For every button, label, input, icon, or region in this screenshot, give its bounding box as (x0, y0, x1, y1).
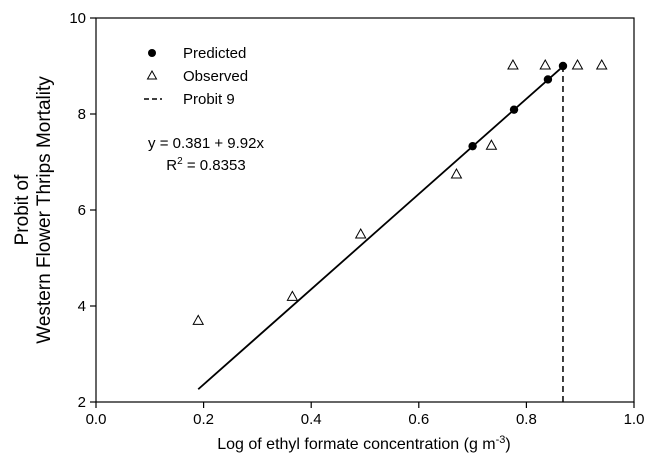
y-axis-label-line1: Probit of (12, 174, 33, 245)
y-axis-tick-labels: 2 4 6 8 10 (69, 10, 86, 411)
observed-point (571, 59, 584, 70)
r2-value: = 0.8353 (183, 157, 246, 174)
observed-point (450, 167, 463, 179)
observed-series (192, 59, 608, 325)
observed-point (595, 59, 608, 70)
predicted-point (543, 75, 553, 84)
x-tick-label: 0.4 (301, 411, 322, 428)
legend: Predicted Observed Probit 9 (144, 45, 248, 108)
legend-probit-label: Probit 9 (183, 91, 235, 108)
x-axis-label: Log of ethyl formate concentration (g m-… (217, 434, 510, 453)
observed-point (354, 227, 367, 239)
x-axis-label-main: Log of ethyl formate concentration (g m (217, 436, 495, 453)
observed-point (286, 290, 299, 301)
x-axis-label-close: ) (505, 436, 510, 453)
observed-point (192, 314, 205, 325)
y-tick-label: 2 (78, 394, 86, 411)
legend-observed-label: Observed (183, 68, 248, 85)
legend-predicted-label: Predicted (183, 45, 246, 62)
y-tick-label: 4 (78, 298, 86, 315)
r2-prefix: R (166, 157, 177, 174)
x-axis-tick-labels: 0.0 0.2 0.4 0.6 0.8 1.0 (86, 411, 645, 428)
observed-point (507, 59, 519, 70)
y-tick-label: 8 (78, 106, 86, 123)
predicted-point (468, 141, 477, 151)
y-axis-label-line2: Western Flower Thrips Mortality (34, 76, 55, 344)
regression-line (197, 65, 564, 390)
x-tick-label: 0.8 (516, 411, 537, 428)
r2-superscript: 2 (177, 156, 183, 167)
r-squared-annotation: R2 = 0.8353 (166, 156, 245, 174)
x-axis-ticks (95, 402, 635, 408)
y-tick-label: 10 (69, 10, 86, 27)
y-tick-label: 6 (78, 202, 86, 219)
predicted-series (468, 61, 568, 151)
predicted-point (558, 61, 568, 71)
observed-point (485, 139, 498, 150)
predicted-point (509, 105, 519, 114)
legend-predicted-marker (148, 49, 156, 57)
equation-annotation: y = 0.381 + 9.92x (148, 135, 264, 152)
x-axis-label-sup: -3 (496, 434, 506, 446)
x-tick-label: 0.0 (86, 411, 107, 428)
legend-observed-marker (146, 69, 158, 80)
y-axis-ticks (90, 17, 96, 403)
observed-point (539, 59, 552, 70)
x-tick-label: 0.2 (193, 411, 214, 428)
x-tick-label: 1.0 (624, 411, 645, 428)
x-tick-label: 0.6 (408, 411, 429, 428)
